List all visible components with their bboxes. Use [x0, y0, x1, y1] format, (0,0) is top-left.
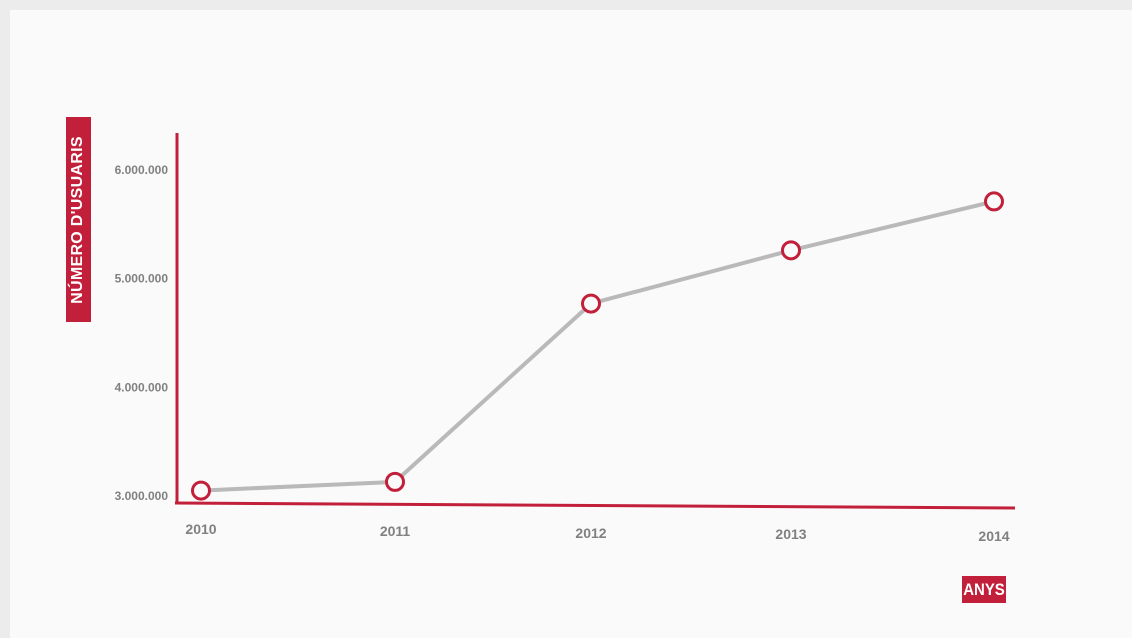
- y-tick-label: 5.000.000: [115, 272, 169, 286]
- series-group: [191, 191, 1004, 501]
- y-tick-label: 4.000.000: [115, 380, 169, 394]
- data-point: [581, 293, 601, 314]
- y-axis-label-badge: [66, 117, 91, 322]
- x-tick-label: 2013: [775, 526, 806, 542]
- y-tick-label: 3.000.000: [115, 489, 169, 503]
- data-point: [781, 240, 801, 261]
- x-axis-label: ANYS: [962, 576, 1006, 603]
- x-tick-label: 2012: [575, 525, 606, 541]
- y-axis-ticks: 3.000.000 4.000.000 5.000.000 6.000.000: [115, 163, 169, 503]
- x-tick-label: 2011: [380, 523, 411, 539]
- x-axis-ticks: 2010 2011 2012 2013 2014: [185, 521, 1009, 544]
- y-tick-label: 6.000.000: [115, 163, 169, 177]
- data-point: [191, 480, 211, 501]
- y-axis-label: NÚMERO D'USUARIS: [69, 136, 86, 304]
- x-tick-label: 2014: [978, 528, 1009, 544]
- x-tick-label: 2010: [185, 521, 216, 537]
- series-line: [200, 199, 995, 493]
- data-point: [385, 471, 405, 492]
- data-point: [984, 191, 1004, 212]
- x-axis: [174, 501, 1016, 510]
